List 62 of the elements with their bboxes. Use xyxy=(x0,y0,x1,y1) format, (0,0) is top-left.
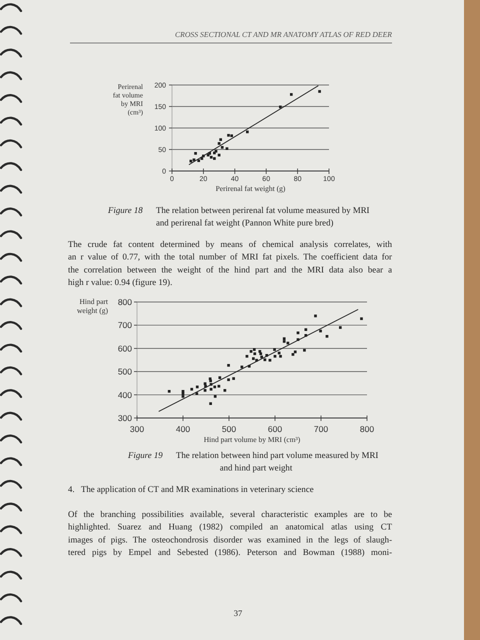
point xyxy=(226,147,228,150)
point xyxy=(214,150,218,153)
y-tick-label: 600 xyxy=(118,343,132,354)
point xyxy=(282,340,286,343)
y-tick-label: 700 xyxy=(118,320,132,330)
point xyxy=(192,158,196,162)
point xyxy=(210,388,212,391)
x-tick-label: 500 xyxy=(222,424,236,434)
y-tick-label: 400 xyxy=(118,390,132,400)
x-tick-label: 400 xyxy=(176,424,190,434)
text: Of the branching possibilities available, several characteristic examples are to be highlighted. Suarez and Huang (1982) compiled an anatomical atlas using CT images of pigs. The osteochondrosis disorder was examined in the legs of slaugh- tered pigs by Empel and Sebested (1986). Peterson and Bowman (1988) moni- xyxy=(68,509,393,558)
point xyxy=(319,330,322,332)
point xyxy=(273,348,276,351)
y-tick-label: 500 xyxy=(118,366,132,377)
point xyxy=(218,142,220,145)
y-tick-label: 300 xyxy=(118,412,132,423)
point xyxy=(204,382,206,386)
point xyxy=(258,350,262,353)
point xyxy=(182,395,184,398)
x-tick-label: 800 xyxy=(360,424,374,434)
point xyxy=(232,377,235,380)
text: 4. The application of CT and MR examinations in veterinary science xyxy=(68,484,314,494)
point xyxy=(227,364,230,367)
x-tick-label: 300 xyxy=(130,424,144,434)
point xyxy=(196,386,199,388)
point xyxy=(227,134,230,137)
point xyxy=(182,390,184,393)
y-tick-label: 800 xyxy=(118,296,132,307)
point xyxy=(214,395,217,398)
point xyxy=(326,334,328,338)
point xyxy=(278,352,280,354)
point xyxy=(279,354,282,358)
point xyxy=(194,152,197,155)
point xyxy=(314,314,317,318)
point xyxy=(296,332,300,334)
text: The crude fat content determined by means of chemical analysis correlates, with an r value of 0.77, with the total number of MRI fat pixels. The coefficient data for the correlation between the weight of the hind part and the MRI data also bear a high r value: 0.94 (figure 19). xyxy=(68,239,393,288)
x-tick-label: 600 xyxy=(268,424,282,434)
point xyxy=(292,353,294,356)
point xyxy=(290,93,293,96)
point xyxy=(213,386,216,388)
text: Figure 18 The relation between perirenal fat volume measured by MRI and perirenal fat weight (Pannon White pure bred) xyxy=(108,205,370,228)
point xyxy=(318,90,321,93)
point xyxy=(227,378,230,382)
point xyxy=(204,389,206,392)
text: Figure 19 The relation between hind part volume measured by MRI and hind part weight xyxy=(128,450,378,472)
point xyxy=(182,392,184,395)
x-tick-label: 700 xyxy=(314,424,328,434)
point xyxy=(240,366,244,368)
point xyxy=(218,154,220,156)
point xyxy=(260,356,264,358)
point xyxy=(303,348,306,352)
point xyxy=(213,157,216,160)
point xyxy=(250,350,252,353)
point xyxy=(278,106,282,108)
point xyxy=(338,326,342,329)
point xyxy=(268,358,272,362)
text: 37 xyxy=(234,608,242,618)
point xyxy=(252,348,256,351)
point xyxy=(274,354,276,358)
point xyxy=(360,317,363,320)
point xyxy=(246,354,248,358)
point xyxy=(286,342,290,344)
